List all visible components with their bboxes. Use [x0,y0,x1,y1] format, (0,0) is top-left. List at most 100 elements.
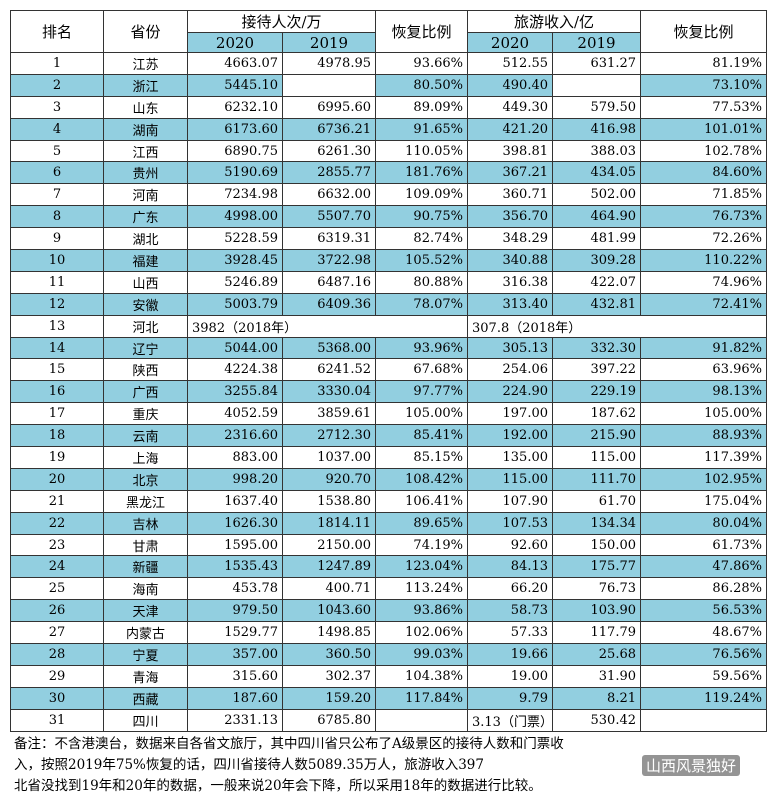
table-cell: 107.53 [467,511,553,535]
table-cell: 416.98 [552,117,641,141]
table-cell: 5003.79 [187,292,283,316]
table-cell: 6785.80 [282,708,376,732]
table-cell: 48.67% [640,621,767,645]
table-cell: 631.27 [552,52,641,75]
table-cell: 187.62 [552,402,641,426]
table-cell: 1529.77 [187,621,283,645]
table-cell: 434.05 [552,161,641,185]
table-cell: 4663.07 [187,52,283,75]
table-cell: 1595.00 [187,533,283,557]
table-cell: 883.00 [187,446,283,469]
table-cell: 98.13% [640,380,767,404]
table-cell: 110.22% [640,249,767,272]
table-cell: 92.60 [467,533,553,557]
table-cell: 105.52% [375,249,468,272]
year-cell: 2019 [282,32,376,53]
table-cell: 6736.21 [282,117,376,141]
table-cell: 1626.30 [187,511,283,535]
table-cell: 4998.00 [187,205,283,229]
table-cell: 宁夏 [103,643,188,666]
table-cell: 6890.75 [187,139,283,163]
note-line: 入，按照2019年75%恢复的话，四川省接待人数5089.35万人，旅游收入39… [14,757,484,773]
table-cell: 307.8（2018年） [467,314,767,338]
table-cell: 481.99 [552,227,641,251]
table-cell: 2712.30 [282,424,376,448]
table-cell: 10 [10,249,104,272]
table-row: 27 内蒙古 1529.77 1498.85 102.06% 57.33 117.79 48.… [10,621,767,645]
table-cell: 57.33 [467,621,553,645]
table-row: 23 甘肃 1595.00 2150.00 74.19% 92.60 150.00 61.73… [10,533,767,557]
table-cell: 93.86% [375,599,468,623]
table-cell: 302.37 [282,664,376,688]
table-cell: 66.20 [467,577,553,601]
table-cell: 1538.80 [282,489,376,513]
table-cell: 81.19% [640,52,767,75]
table-cell: 110.05% [375,139,468,163]
table-cell: 黑龙江 [103,489,188,513]
table-cell: 青海 [103,664,188,688]
table-cell: 77.53% [640,95,767,119]
table-cell: 119.24% [640,686,767,710]
table-cell: 360.50 [282,643,376,666]
table-cell: 99.03% [375,643,468,666]
table-cell: 512.55 [467,52,553,75]
table-cell: 甘肃 [103,533,188,557]
table-cell: 5445.10 [187,73,283,97]
table-row: 15 陕西 4224.38 6241.52 67.68% 254.06 397.22 63.9… [10,358,767,382]
table-cell: 山东 [103,95,188,119]
table-cell: 115.00 [467,467,553,491]
table-row: 6 贵州 5190.69 2855.77 181.76% 367.21 434.05 84.6… [10,161,767,185]
table-cell: 117.84% [375,686,468,710]
table-cell: 20 [10,467,104,491]
table-cell: 453.78 [187,577,283,601]
table-cell: 102.95% [640,467,767,491]
table-cell: 76.73% [640,205,767,229]
table-cell: 1037.00 [282,446,376,469]
table-row: 24 新疆 1535.43 1247.89 123.04% 84.13 175.77 47.8… [10,555,767,579]
table-row: 19 上海 883.00 1037.00 85.15% 135.00 115.00 117.3… [10,446,767,469]
table-cell: 97.77% [375,380,468,404]
table-cell: 72.26% [640,227,767,251]
table-row: 5 江西 6890.75 6261.30 110.05% 398.81 388.03 102.… [10,139,767,163]
table-cell: 广东 [103,205,188,229]
table-cell: 117.39% [640,446,767,469]
table-cell: 贵州 [103,161,188,185]
table-cell: 74.96% [640,270,767,294]
table-cell: 4052.59 [187,402,283,426]
table-cell: 6 [10,161,104,185]
table-cell: 3982（2018年） [187,314,468,338]
year-cell: 2020 [467,32,553,53]
table-cell: 61.73% [640,533,767,557]
table-cell: 105.00% [640,402,767,426]
table-row: 21 黑龙江 1637.40 1538.80 106.41% 107.90 61.70 175… [10,489,767,513]
note-line: 备注：不含港澳台，数据来自各省文旅厅，其中四川省只公布了A级景区的接待人数和门票… [14,736,564,752]
note: 备注：不含港澳台，数据来自各省文旅厅，其中四川省只公布了A级景区的接待人数和门票… [14,734,764,797]
table-cell: 天津 [103,599,188,623]
table-row: 22 吉林 1626.30 1814.11 89.65% 107.53 134.34 80.0… [10,511,767,535]
table-cell: 江苏 [103,52,188,75]
table-cell: 91.65% [375,117,468,141]
table-cell: 58.73 [467,599,553,623]
table-cell: 21 [10,489,104,513]
table-cell: 59.56% [640,664,767,688]
table-cell: 80.50% [375,73,468,97]
table-row: 31 四川 2331.13 6785.80 3.13（门票） 530.42 [10,708,767,732]
table-cell: 61.70 [552,489,641,513]
table-cell: 8.21 [552,686,641,710]
table-cell: 102.06% [375,621,468,645]
table-cell: 新疆 [103,555,188,579]
table-row: 26 天津 979.50 1043.60 93.86% 58.73 103.90 56.53% [10,599,767,623]
table-cell: 17 [10,402,104,426]
table-cell: 107.90 [467,489,553,513]
table-cell: 19.66 [467,643,553,666]
table-cell: 56.53% [640,599,767,623]
table-cell: 1535.43 [187,555,283,579]
table-cell: 7 [10,183,104,207]
table-cell: 74.19% [375,533,468,557]
table-cell: 3255.84 [187,380,283,404]
table-cell: 187.60 [187,686,283,710]
table-cell: 5507.70 [282,205,376,229]
table-cell: 8 [10,205,104,229]
table-cell: 332.30 [552,336,641,360]
table-cell: 陕西 [103,358,188,382]
